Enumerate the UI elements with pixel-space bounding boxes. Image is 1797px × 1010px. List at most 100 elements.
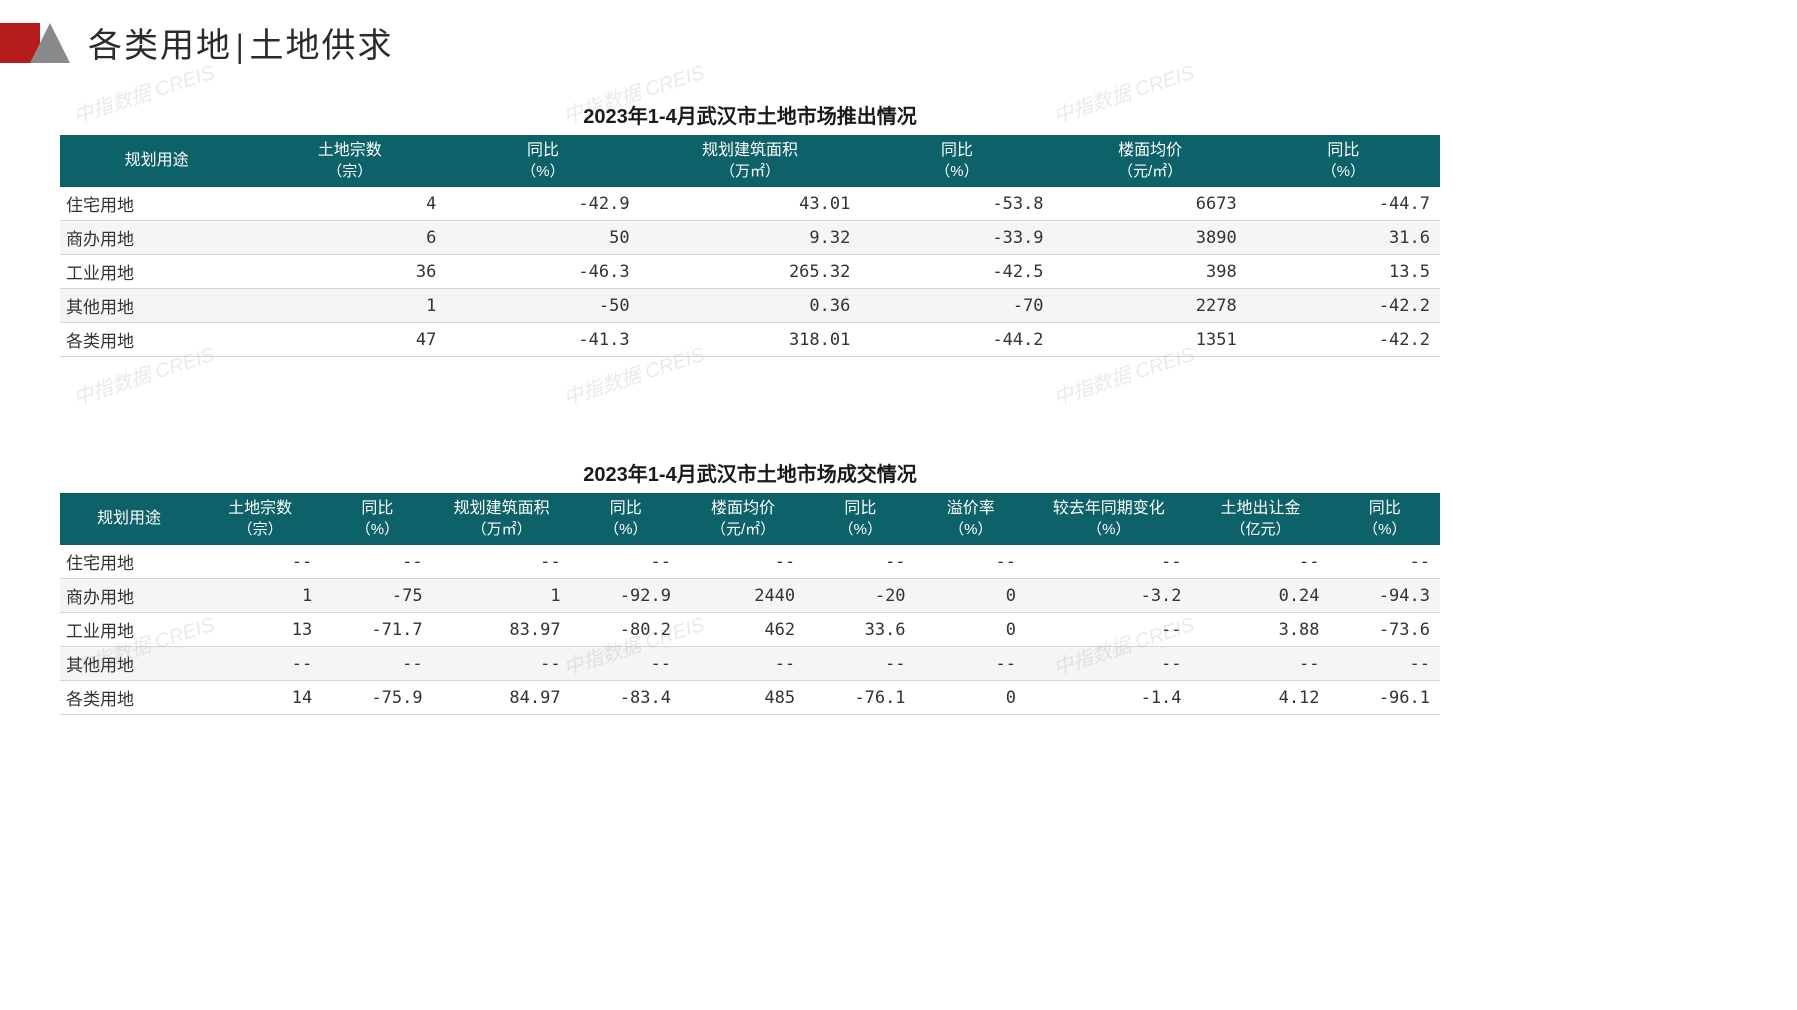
- table-header-cell: 溢价率（%）: [916, 493, 1026, 545]
- table-cell: --: [1192, 545, 1330, 579]
- table1-title: 2023年1-4月武汉市土地市场推出情况: [60, 100, 1440, 129]
- table-cell: 商办用地: [60, 221, 253, 255]
- table-cell: 其他用地: [60, 647, 198, 681]
- table-row: 其他用地1-500.36-702278-42.2: [60, 289, 1440, 323]
- table-cell: 其他用地: [60, 289, 253, 323]
- table-cell: 各类用地: [60, 323, 253, 357]
- table-cell: --: [198, 647, 322, 681]
- table-cell: -42.2: [1247, 323, 1440, 357]
- table-cell: 0.36: [640, 289, 861, 323]
- logo-gray-triangle: [30, 23, 70, 63]
- table-row: 工业用地13-71.783.97-80.246233.60--3.88-73.6: [60, 613, 1440, 647]
- table-header-cell: 规划建筑面积（万㎡）: [433, 493, 571, 545]
- table-cell: -50: [446, 289, 639, 323]
- table-cell: 36: [253, 255, 446, 289]
- table-row: 其他用地--------------------: [60, 647, 1440, 681]
- table-cell: -3.2: [1026, 579, 1192, 613]
- table-header-cell: 同比（%）: [860, 135, 1053, 187]
- table-cell: -71.7: [322, 613, 432, 647]
- table1: 规划用途土地宗数（宗）同比（%）规划建筑面积（万㎡）同比（%）楼面均价（元/㎡）…: [60, 135, 1440, 357]
- table-cell: --: [1026, 647, 1192, 681]
- table-cell: -83.4: [571, 681, 681, 715]
- table-cell: 住宅用地: [60, 187, 253, 221]
- table-cell: 1: [433, 579, 571, 613]
- table-cell: 398: [1054, 255, 1247, 289]
- table-cell: 13.5: [1247, 255, 1440, 289]
- table-cell: 84.97: [433, 681, 571, 715]
- table-cell: -75: [322, 579, 432, 613]
- table-cell: 1351: [1054, 323, 1247, 357]
- table-cell: --: [433, 647, 571, 681]
- table-row: 各类用地47-41.3318.01-44.21351-42.2: [60, 323, 1440, 357]
- table-cell: 2440: [681, 579, 805, 613]
- table-cell: --: [433, 545, 571, 579]
- table-cell: 485: [681, 681, 805, 715]
- table-row: 工业用地36-46.3265.32-42.539813.5: [60, 255, 1440, 289]
- table-cell: -44.2: [860, 323, 1053, 357]
- table-cell: 83.97: [433, 613, 571, 647]
- table-header-cell: 规划用途: [60, 493, 198, 545]
- table1-section: 2023年1-4月武汉市土地市场推出情况 规划用途土地宗数（宗）同比（%）规划建…: [60, 100, 1440, 357]
- table-cell: --: [1192, 647, 1330, 681]
- table-cell: 50: [446, 221, 639, 255]
- table-header-cell: 土地宗数（宗）: [253, 135, 446, 187]
- table-cell: 1: [198, 579, 322, 613]
- table-cell: -33.9: [860, 221, 1053, 255]
- table-header-cell: 土地宗数（宗）: [198, 493, 322, 545]
- table-cell: --: [681, 545, 805, 579]
- table-cell: --: [916, 545, 1026, 579]
- table-row: 商办用地6509.32-33.9389031.6: [60, 221, 1440, 255]
- table-cell: -46.3: [446, 255, 639, 289]
- table-cell: --: [1330, 647, 1440, 681]
- table-cell: 265.32: [640, 255, 861, 289]
- title-left: 各类用地: [88, 28, 232, 65]
- table-cell: 3890: [1054, 221, 1247, 255]
- table-cell: --: [805, 647, 915, 681]
- table-cell: -94.3: [1330, 579, 1440, 613]
- table-cell: 6: [253, 221, 446, 255]
- table-cell: 商办用地: [60, 579, 198, 613]
- table-header-cell: 规划建筑面积（万㎡）: [640, 135, 861, 187]
- table-cell: 0: [916, 681, 1026, 715]
- table-cell: --: [1330, 545, 1440, 579]
- table-cell: -41.3: [446, 323, 639, 357]
- table-cell: 工业用地: [60, 613, 198, 647]
- table-cell: -96.1: [1330, 681, 1440, 715]
- page-title: 各类用地|土地供求: [88, 18, 394, 67]
- table-cell: 47: [253, 323, 446, 357]
- table-cell: 4: [253, 187, 446, 221]
- table-header-cell: 同比（%）: [805, 493, 915, 545]
- table-cell: -73.6: [1330, 613, 1440, 647]
- table-row: 住宅用地4-42.943.01-53.86673-44.7: [60, 187, 1440, 221]
- table-cell: --: [1026, 613, 1192, 647]
- table-row: 各类用地14-75.984.97-83.4485-76.10-1.44.12-9…: [60, 681, 1440, 715]
- table-cell: -44.7: [1247, 187, 1440, 221]
- table-cell: -70: [860, 289, 1053, 323]
- table-header-cell: 同比（%）: [322, 493, 432, 545]
- table-cell: --: [571, 545, 681, 579]
- table-cell: 13: [198, 613, 322, 647]
- table2-section: 2023年1-4月武汉市土地市场成交情况 规划用途土地宗数（宗）同比（%）规划建…: [60, 458, 1440, 715]
- table-cell: -80.2: [571, 613, 681, 647]
- table-cell: --: [322, 545, 432, 579]
- table-cell: -92.9: [571, 579, 681, 613]
- table-cell: 3.88: [1192, 613, 1330, 647]
- table-cell: 9.32: [640, 221, 861, 255]
- table-cell: -76.1: [805, 681, 915, 715]
- table-header-cell: 较去年同期变化（%）: [1026, 493, 1192, 545]
- table-cell: -75.9: [322, 681, 432, 715]
- table-header-cell: 土地出让金（亿元）: [1192, 493, 1330, 545]
- table-cell: --: [198, 545, 322, 579]
- table-row: 商办用地1-751-92.92440-200-3.20.24-94.3: [60, 579, 1440, 613]
- table-header-cell: 同比（%）: [446, 135, 639, 187]
- table-cell: 462: [681, 613, 805, 647]
- table-cell: --: [571, 647, 681, 681]
- table-cell: 工业用地: [60, 255, 253, 289]
- table-cell: -1.4: [1026, 681, 1192, 715]
- title-right: 土地供求: [250, 28, 394, 65]
- table-cell: --: [681, 647, 805, 681]
- table-header-cell: 同比（%）: [1330, 493, 1440, 545]
- table-cell: 0: [916, 613, 1026, 647]
- table-header-cell: 楼面均价（元/㎡）: [1054, 135, 1247, 187]
- table-cell: --: [322, 647, 432, 681]
